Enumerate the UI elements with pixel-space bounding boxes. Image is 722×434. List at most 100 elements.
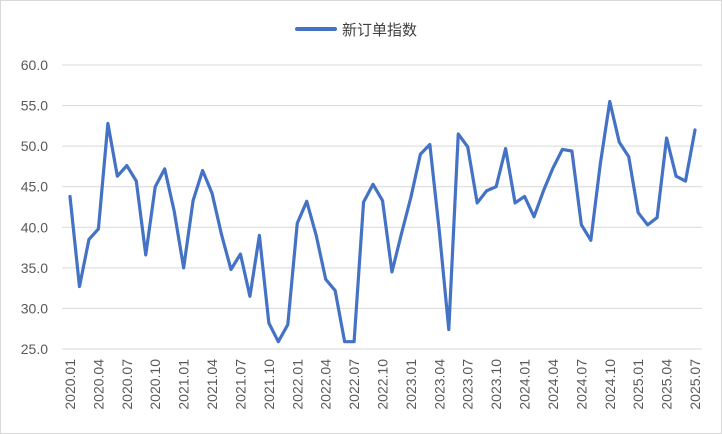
data-point	[277, 340, 280, 343]
x-tick-label: 2023.07	[460, 359, 476, 410]
x-tick-label: 2022.04	[318, 359, 334, 410]
data-point	[163, 167, 166, 170]
x-tick-label: 2021.04	[204, 359, 220, 410]
data-point	[324, 278, 327, 281]
data-point	[125, 164, 128, 167]
data-point	[87, 238, 90, 241]
x-tick-label: 2022.10	[375, 359, 391, 410]
x-axis-tick-labels: 2020.01 2020.04 2020.07 2020.10 2021.01 2021.…	[62, 359, 703, 410]
x-tick-label: 2022.01	[289, 359, 305, 410]
x-tick-label: 2021.10	[261, 359, 277, 410]
data-point	[220, 233, 223, 236]
data-point	[144, 253, 147, 256]
y-tick-label: 60.0	[21, 57, 48, 73]
data-point	[457, 132, 460, 135]
x-tick-label: 2020.10	[147, 359, 163, 410]
data-point	[504, 147, 507, 150]
data-point	[173, 209, 176, 212]
data-point	[381, 199, 384, 202]
data-point	[201, 169, 204, 172]
x-tick-label: 2020.07	[119, 359, 135, 410]
data-point	[618, 140, 621, 143]
x-tick-label: 2024.01	[517, 359, 533, 410]
y-tick-label: 30.0	[21, 300, 48, 316]
data-point	[656, 216, 659, 219]
data-point	[305, 200, 308, 203]
data-point	[192, 199, 195, 202]
x-tick-label: 2024.07	[573, 359, 589, 410]
data-point	[466, 145, 469, 148]
data-point	[419, 153, 422, 156]
data-point	[352, 340, 355, 343]
x-tick-label: 2020.04	[90, 359, 106, 410]
x-tick-label: 2024.04	[545, 359, 561, 410]
x-tick-label: 2023.04	[431, 359, 447, 410]
x-tick-label: 2021.01	[176, 359, 192, 410]
data-point	[135, 179, 138, 182]
data-point	[589, 239, 592, 242]
data-point	[315, 234, 318, 237]
x-tick-label: 2023.01	[403, 359, 419, 410]
data-point	[229, 268, 232, 271]
data-point	[258, 234, 261, 237]
data-point	[334, 289, 337, 292]
data-point	[447, 328, 450, 331]
data-point	[239, 252, 242, 255]
data-point	[248, 295, 251, 298]
x-tick-label: 2022.07	[346, 359, 362, 410]
data-point	[513, 201, 516, 204]
data-point	[371, 183, 374, 186]
y-tick-label: 45.0	[21, 179, 48, 195]
data-point	[97, 227, 100, 230]
data-point	[532, 215, 535, 218]
data-point	[182, 266, 185, 269]
y-tick-label: 25.0	[21, 341, 48, 357]
data-point	[495, 185, 498, 188]
x-tick-label: 2023.10	[488, 359, 504, 410]
data-point	[438, 230, 441, 233]
data-point	[390, 270, 393, 273]
data-point	[267, 321, 270, 324]
data-point	[116, 175, 119, 178]
data-point	[476, 201, 479, 204]
data-point	[608, 100, 611, 103]
x-tick-label: 2024.10	[602, 359, 618, 410]
x-tick-label: 2025.04	[659, 359, 675, 410]
data-point	[523, 195, 526, 198]
data-point	[485, 189, 488, 192]
y-axis-tick-labels: 25.0 30.0 35.0 40.0 45.0 50.0 55.0 60.0	[21, 57, 48, 357]
data-point	[286, 323, 289, 326]
data-point	[570, 149, 573, 152]
data-point	[362, 201, 365, 204]
data-point	[542, 189, 545, 192]
legend-label: 新订单指数	[342, 21, 417, 39]
data-point	[343, 340, 346, 343]
data-point	[106, 122, 109, 125]
data-point	[599, 162, 602, 165]
legend: 新订单指数	[295, 21, 417, 39]
y-tick-label: 55.0	[21, 98, 48, 114]
data-point	[561, 148, 564, 151]
series-layer	[68, 99, 697, 344]
data-point	[400, 232, 403, 235]
data-point	[693, 128, 696, 131]
data-point	[627, 155, 630, 158]
x-tick-label: 2025.07	[687, 359, 703, 410]
y-tick-label: 50.0	[21, 138, 48, 154]
data-point	[637, 211, 640, 214]
data-point	[665, 136, 668, 139]
x-tick-label: 2025.01	[630, 359, 646, 410]
data-point	[674, 175, 677, 178]
data-point	[210, 192, 213, 195]
data-point	[296, 222, 299, 225]
data-point	[409, 196, 412, 199]
data-point	[68, 195, 71, 198]
data-point	[684, 179, 687, 182]
data-point	[580, 223, 583, 226]
data-point	[428, 143, 431, 146]
y-tick-label: 35.0	[21, 260, 48, 276]
data-point	[551, 166, 554, 169]
series-line	[68, 99, 697, 344]
data-point	[78, 285, 81, 288]
